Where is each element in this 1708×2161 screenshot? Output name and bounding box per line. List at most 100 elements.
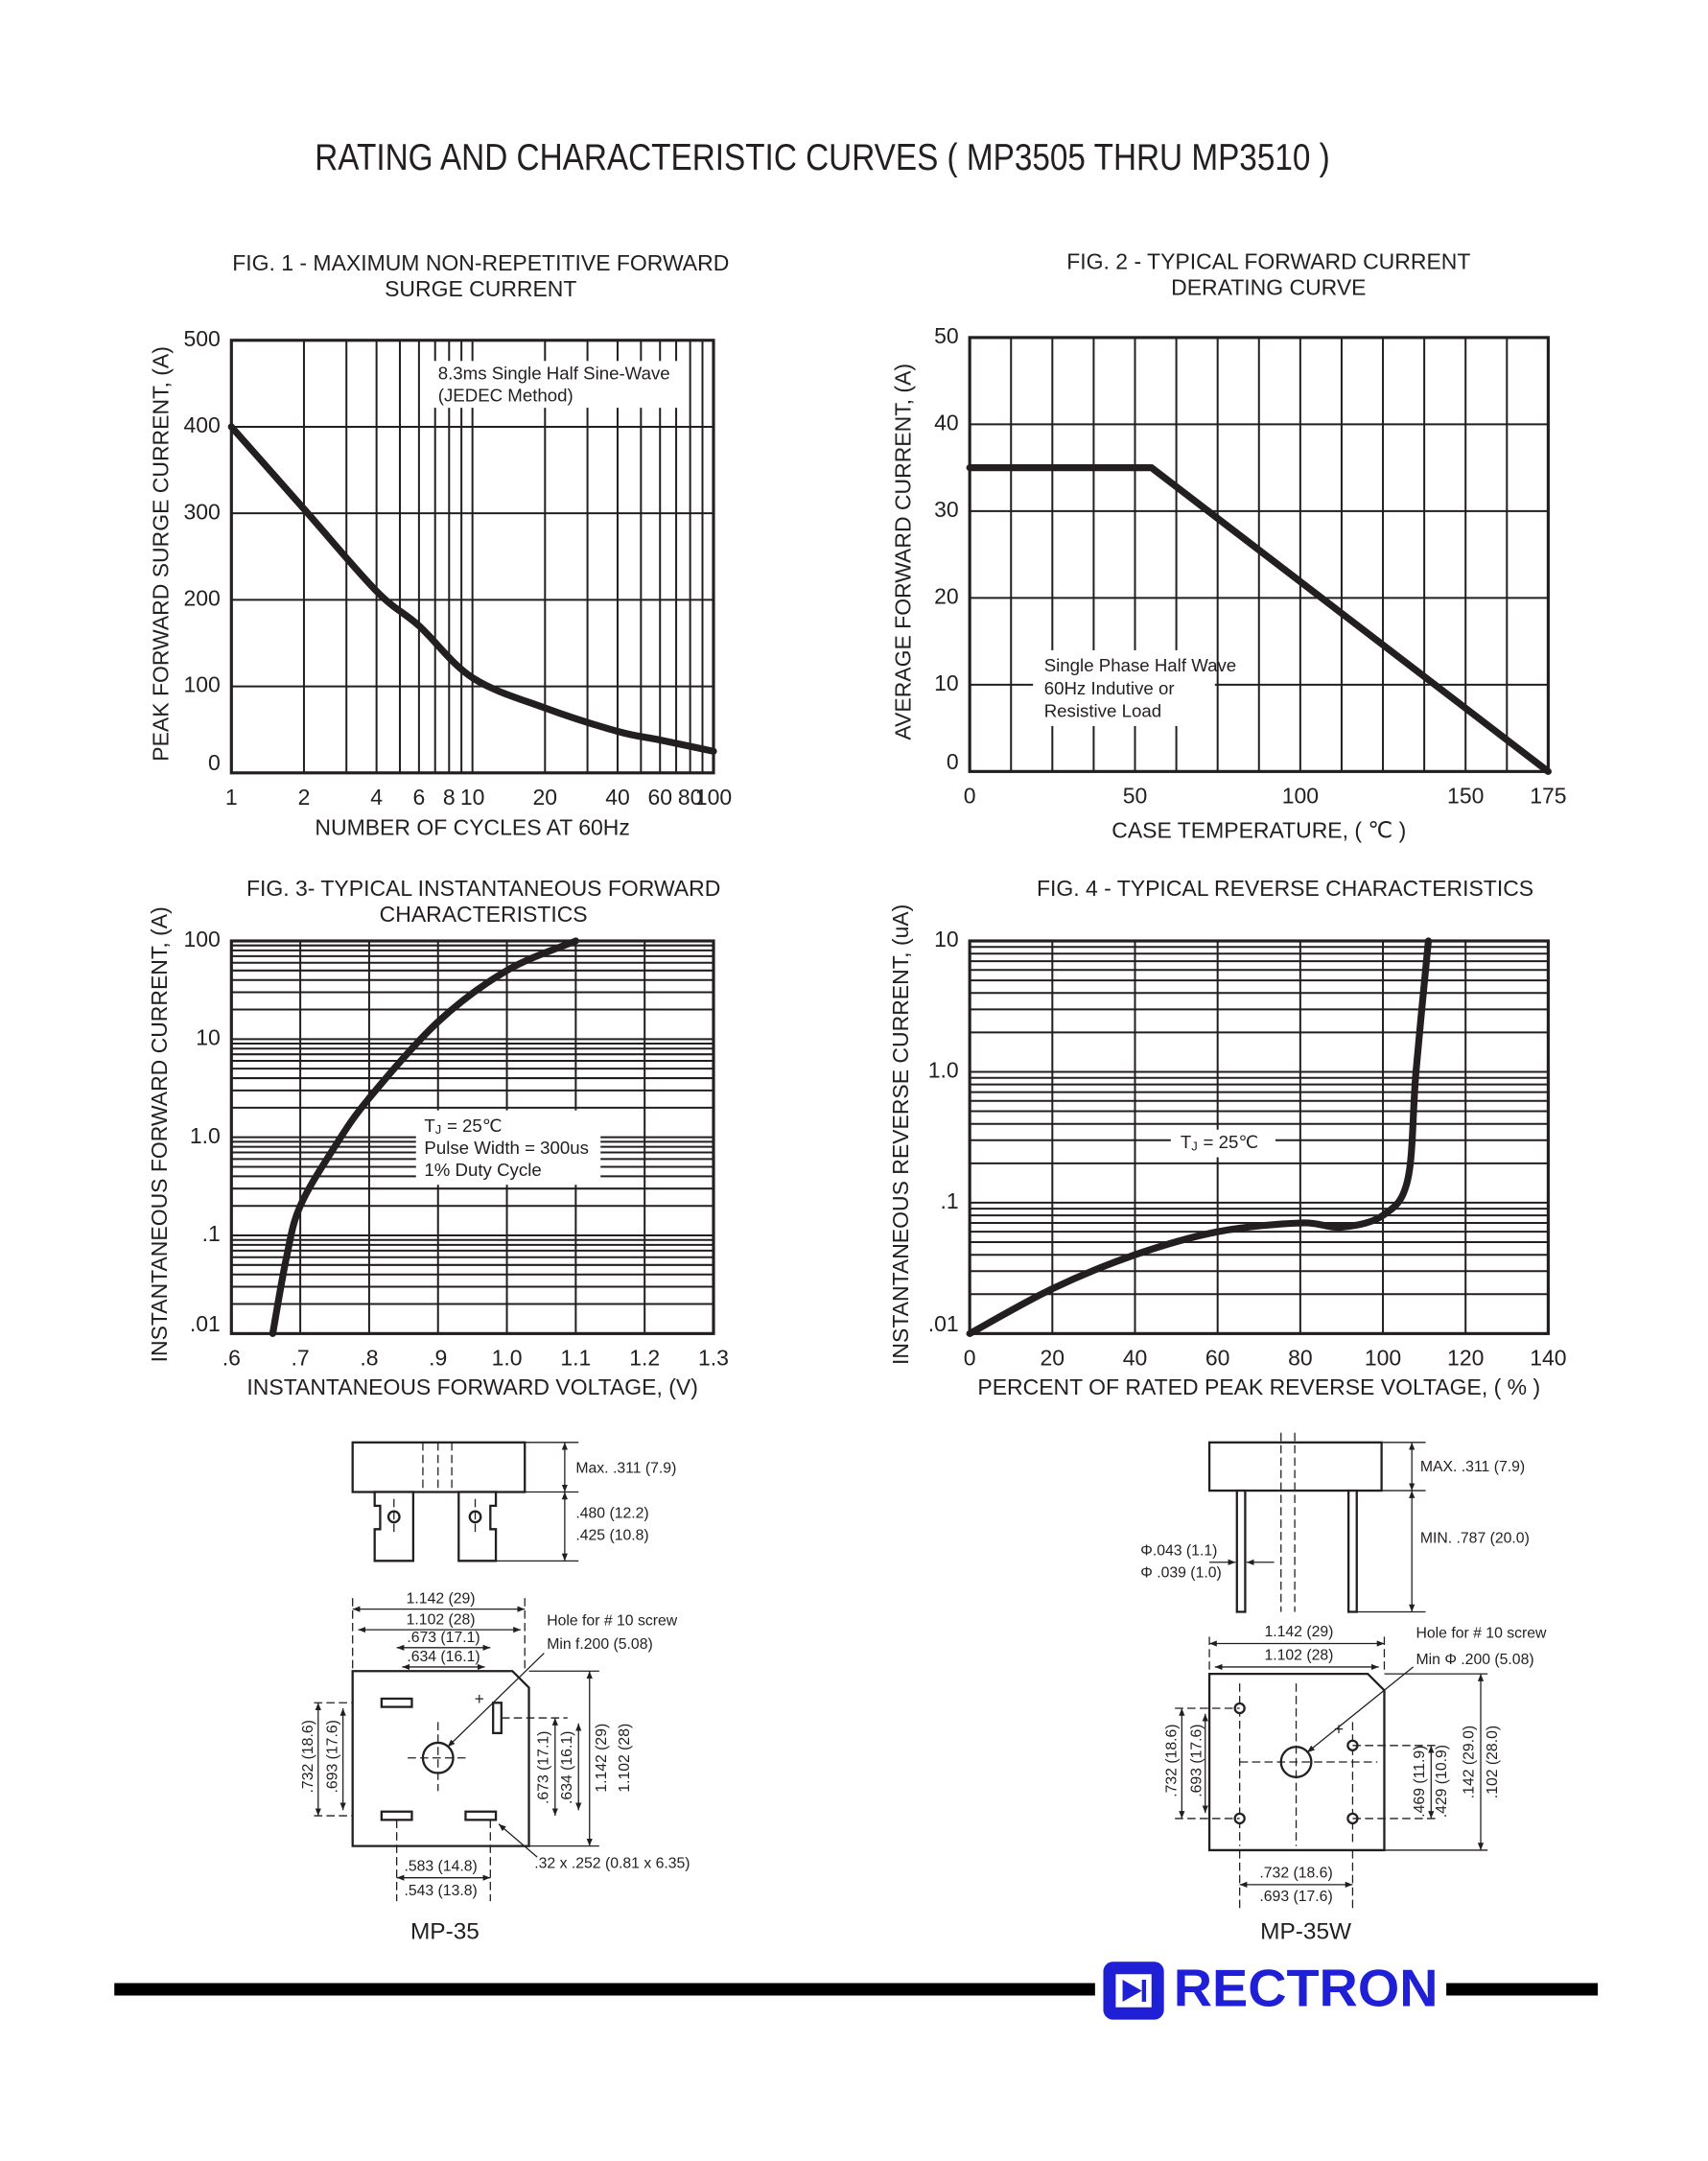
page-title: RATING AND CHARACTERISTIC CURVES ( MP350… [315, 137, 1330, 178]
drawing-rect [1346, 1489, 1358, 1613]
dimension-label: Min Φ .200 (5.08) [1416, 1652, 1534, 1668]
drawing-line [1306, 1666, 1415, 1753]
drawing-rect [464, 1810, 498, 1821]
drawing-circle [1233, 1812, 1246, 1825]
plot-border [229, 339, 715, 775]
data-line [227, 423, 717, 755]
annotation-symbol: T [424, 1116, 434, 1136]
annotation: 1% Duty Cycle [424, 1160, 541, 1180]
drawing-rect [380, 1697, 413, 1708]
x-tick-label: 140 [1530, 1346, 1566, 1371]
plot-border [229, 939, 715, 1335]
dimension-label: 1.102 (28) [1264, 1648, 1333, 1664]
x-tick-label: 150 [1447, 784, 1484, 809]
dimension-label: Hole for # 10 screw [547, 1613, 678, 1630]
data-line [966, 464, 1552, 775]
y-tick-label: 0 [208, 750, 221, 775]
x-tick-label: .8 [360, 1346, 378, 1371]
dimension-label: 1.102 (28) [407, 1611, 476, 1628]
y-axis-label: PEAK FORWARD SURGE CURRENT, (A) [149, 346, 174, 762]
x-tick-label: 4 [370, 785, 383, 810]
y-tick-label: 10 [934, 670, 959, 695]
chart-title: DERATING CURVE [1171, 275, 1366, 300]
y-tick-label: .1 [941, 1188, 959, 1213]
chart: 0 50 100 150 175 0 10 20 30 40 50 Single Phase Half… [891, 248, 1567, 842]
dimension-label: .480 (12.2) [575, 1506, 648, 1522]
y-tick-label: 400 [183, 412, 220, 437]
x-tick-label: 40 [605, 785, 630, 810]
charts: 1 2 4 6 8 10 20 40 60 8010001002003004005008.3ms … [147, 248, 1566, 1398]
x-tick-label: 120 [1447, 1346, 1484, 1371]
drawing-rect [1207, 1441, 1383, 1492]
dimension-label: .693 (17.6) [325, 1720, 341, 1793]
y-tick-label: 1.0 [928, 1058, 959, 1083]
dimension-label: .732 (18.6) [300, 1720, 316, 1793]
dimension-label: MAX. .311 (7.9) [1420, 1459, 1525, 1475]
dimension-label: .693 (17.6) [1259, 1889, 1332, 1905]
x-tick-label: 80 [1288, 1346, 1313, 1371]
x-axis-label: CASE TEMPERATURE, ( ℃ ) [1111, 818, 1406, 843]
y-axis-label: INSTANTANEOUS REVERSE CURRENT, (uA) [888, 904, 913, 1365]
data-line [269, 937, 579, 1337]
drawing-rect [351, 1441, 526, 1493]
dimension-label: .693 (17.6) [1188, 1724, 1205, 1797]
package-mp35: Max. .311 (7.9) .480 (12.2) .425 (10.8) … [300, 1441, 690, 1945]
dimension-label: 1.142 (29) [1264, 1624, 1333, 1640]
x-tick-label: 1.0 [492, 1346, 523, 1371]
chart-title: SURGE CURRENT [385, 276, 576, 301]
annotation: TJ = 25℃ [424, 1116, 502, 1138]
drawing-line [447, 1653, 545, 1748]
chart-title: CHARACTERISTICS [380, 902, 588, 927]
annotation-background [1033, 649, 1215, 726]
y-tick-label: 10 [196, 1024, 221, 1049]
dimension-label: .634 (16.1) [407, 1649, 480, 1665]
y-tick-label: 10 [934, 927, 959, 951]
chart: 1 2 4 6 8 10 20 40 60 8010001002003004005008.3ms … [149, 250, 733, 840]
x-tick-label: 60 [647, 785, 672, 810]
dimension-label: .732 (18.6) [1259, 1866, 1332, 1882]
y-tick-label: 50 [934, 323, 959, 348]
x-axis-label: NUMBER OF CYCLES AT 60Hz [315, 815, 629, 840]
drawing-rect [1141, 1979, 1146, 2002]
x-tick-label: 1.2 [629, 1346, 660, 1371]
dimension-label: Min f.200 (5.08) [547, 1636, 653, 1653]
data-line [966, 937, 1433, 1337]
dimension-label: .673 (17.1) [536, 1731, 552, 1804]
dimension-label: .102 (28.0) [1485, 1726, 1501, 1798]
x-tick-label: 40 [1123, 1346, 1148, 1371]
drawing-circle [1233, 1702, 1246, 1715]
y-tick-label: 100 [183, 927, 220, 951]
annotation-subscript: J [435, 1123, 441, 1138]
y-axis-label: INSTANTANEOUS FORWARD CURRENT, (A) [147, 906, 172, 1362]
annotation: Pulse Width = 300us [424, 1138, 589, 1158]
drawing-path [1122, 1979, 1142, 2002]
drawing-rect [492, 1702, 503, 1735]
plot-border [968, 939, 1550, 1335]
annotation: (JEDEC Method) [438, 386, 573, 406]
dimension-label: Φ .039 (1.0) [1140, 1564, 1222, 1581]
x-tick-label: 6 [412, 785, 425, 810]
x-tick-label: 50 [1123, 784, 1148, 809]
y-tick-label: 500 [183, 326, 220, 351]
x-axis-label: INSTANTANEOUS FORWARD VOLTAGE, (V) [246, 1374, 697, 1399]
dimension-label: .634 (16.1) [559, 1731, 575, 1804]
polarity-mark: + [475, 1689, 484, 1708]
x-tick-label: 8 [443, 785, 456, 810]
chart-title: FIG. 4 - TYPICAL REVERSE CHARACTERISTICS [1037, 876, 1533, 901]
chart-title: FIG. 3- TYPICAL INSTANTANEOUS FORWARD [246, 876, 720, 901]
y-tick-label: 300 [183, 499, 220, 524]
x-tick-label: 100 [695, 785, 732, 810]
drawing-line [498, 1823, 538, 1858]
x-tick-label: 1.3 [698, 1346, 729, 1371]
annotation-condition: = 25℃ [1204, 1132, 1259, 1152]
plot-border [968, 336, 1550, 773]
package-mp35w: MAX. .311 (7.9) MIN. .787 (20.0) Φ.043 (… [1140, 1432, 1547, 1945]
x-tick-label: 0 [964, 784, 976, 809]
y-tick-label: 20 [934, 583, 959, 608]
dimension-label: .142 (29.0) [1462, 1726, 1478, 1798]
x-tick-label: 20 [1041, 1346, 1065, 1371]
y-tick-label: 1.0 [190, 1123, 221, 1148]
y-axis-label: AVERAGE FORWARD CURRENT, (A) [891, 364, 916, 740]
x-tick-label: 1 [225, 785, 238, 810]
